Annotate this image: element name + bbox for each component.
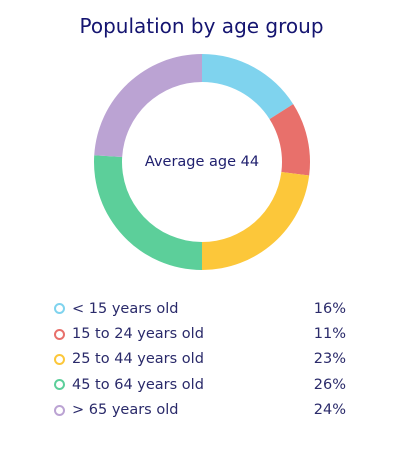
legend-item[interactable]: 25 to 44 years old 23%	[54, 347, 346, 372]
center-label: Average age 44	[145, 154, 259, 170]
legend-item[interactable]: < 15 years old 16%	[54, 296, 346, 321]
donut-slice-5[interactable]	[94, 54, 202, 157]
legend-value: 16%	[313, 300, 346, 317]
legend-label: 25 to 44 years old	[72, 351, 204, 368]
legend-label: > 65 years old	[72, 402, 179, 419]
legend-marker-icon	[54, 353, 65, 365]
legend-value: 23%	[313, 351, 346, 368]
legend-item[interactable]: 15 to 24 years old 11%	[54, 321, 346, 346]
chart-title: Population by age group	[79, 14, 324, 38]
legend-label: < 15 years old	[72, 300, 179, 317]
donut-slice-3[interactable]	[202, 172, 310, 270]
donut-slice-4[interactable]	[93, 155, 202, 270]
legend-marker-icon	[54, 379, 65, 391]
donut-slice-1[interactable]	[202, 54, 294, 120]
legend-value: 26%	[313, 376, 346, 393]
donut-slice-2[interactable]	[269, 104, 310, 176]
legend-item[interactable]: > 65 years old 24%	[54, 398, 346, 423]
legend: < 15 years old 16% 15 to 24 years old 11% 25…	[54, 296, 346, 423]
legend-marker-icon	[54, 328, 65, 340]
legend-label: 45 to 64 years old	[72, 376, 204, 393]
legend-item[interactable]: 45 to 64 years old 26%	[54, 372, 346, 397]
legend-label: 15 to 24 years old	[72, 326, 204, 343]
donut-chart: Average age 44	[93, 54, 310, 270]
legend-marker-icon	[54, 404, 65, 416]
legend-marker-icon	[54, 303, 65, 315]
legend-value: 11%	[313, 326, 346, 343]
legend-value: 24%	[313, 402, 346, 419]
